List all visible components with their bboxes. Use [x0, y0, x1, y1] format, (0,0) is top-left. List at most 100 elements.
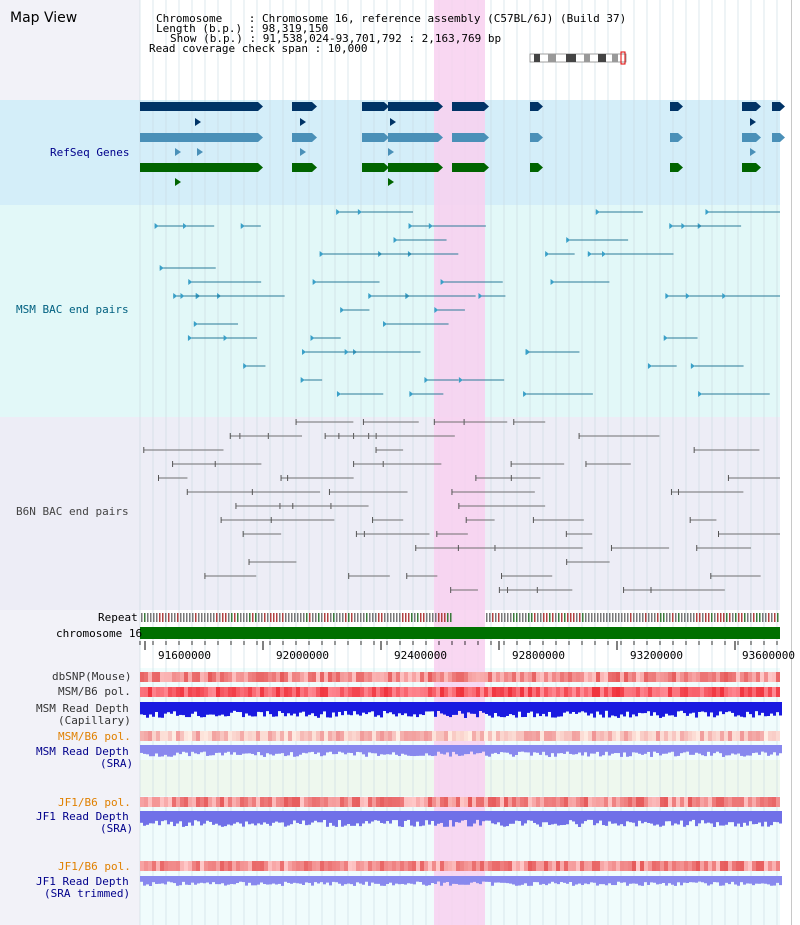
selection-highlight	[434, 0, 485, 925]
jf1-pol-cell	[472, 797, 476, 807]
b6n-bac-end-pairs-label[interactable]: B6N BAC end pairs	[16, 505, 129, 518]
msm-bac-end	[319, 251, 324, 257]
msm-bac-end	[478, 293, 483, 299]
msm-depth-sra-bar	[194, 745, 197, 754]
jf1-pol-trim-cell	[340, 861, 344, 871]
msm-depth-cap-bar	[317, 702, 320, 718]
msm-sra-sublabel: (SRA)	[100, 757, 134, 770]
length-info: Length (b.p.) : 98,319,150	[156, 22, 329, 35]
jf1-pol-trim-cell	[256, 861, 260, 871]
repeat-mark	[630, 613, 632, 622]
msm-pol-cell	[536, 687, 540, 697]
gene-fragment	[750, 118, 756, 126]
msm-depth-cap-bar	[776, 702, 779, 713]
dbsnp-cell	[196, 672, 200, 682]
jf1-pol-trim-cell	[184, 861, 188, 871]
jf1-pol-cell	[364, 797, 368, 807]
msm-depth-sra-bar	[602, 745, 605, 756]
msm-pol-cell	[204, 687, 208, 697]
repeat-mark	[213, 613, 215, 622]
jf1-pol-cell	[548, 797, 552, 807]
jf1-pol-cell	[592, 797, 596, 807]
jf1-depth-trim-bar	[491, 876, 494, 886]
msm-bac-end	[159, 265, 164, 271]
dbsnp-cell	[244, 672, 248, 682]
repeat-mark	[591, 613, 593, 622]
msm-pol-cell	[208, 687, 212, 697]
msm-pol-sra-cell	[576, 731, 580, 741]
dbsnp-cell	[340, 672, 344, 682]
refseq-genes-label[interactable]: RefSeq Genes	[50, 146, 130, 159]
jf1-depth-sra-bar	[737, 811, 740, 824]
jf1-depth-sra-bar	[371, 811, 374, 822]
msm-depth-cap-bar	[164, 702, 167, 714]
msm-pol-sra-cell	[640, 731, 644, 741]
msm-depth-cap-bar	[314, 702, 317, 717]
repeat-mark	[582, 613, 584, 622]
jf1-depth-sra-bar	[203, 811, 206, 824]
jf1-pol-trim-cell	[140, 861, 144, 871]
repeat-mark	[291, 613, 293, 622]
msm-depth-sra-bar	[215, 745, 218, 753]
msm-pol-sra-cell	[760, 731, 764, 741]
msm-pol-sra-cell	[440, 731, 444, 741]
msm-pol-cell	[236, 687, 240, 697]
msm-depth-cap-bar	[362, 702, 365, 713]
msm-pol-cell	[528, 687, 532, 697]
jf1-pol-trim-cell	[496, 861, 500, 871]
msm-depth-sra-bar	[380, 745, 383, 755]
msm-depth-cap-bar	[677, 702, 680, 712]
msm-depth-cap-bar	[260, 702, 263, 713]
trimmed-sublabel: (SRA trimmed)	[44, 887, 131, 900]
msm-depth-sra-bar	[719, 745, 722, 754]
gene-arrow	[438, 163, 443, 172]
msm-depth-sra-bar	[692, 745, 695, 755]
jf1-pol-cell	[720, 797, 724, 807]
msm-depth-sra-bar	[386, 745, 389, 755]
msm-bac-end	[193, 321, 198, 327]
repeat-mark	[141, 613, 143, 622]
jf1-depth-sra-bar	[377, 811, 380, 821]
jf1-depth-trim-bar	[527, 876, 530, 886]
jf1-depth-sra-bar	[596, 811, 599, 824]
gene-block	[530, 102, 538, 111]
jf1-depth-sra-bar	[743, 811, 746, 823]
jf1-depth-trim-bar	[440, 876, 443, 886]
capillary-sublabel: (Capillary)	[58, 714, 131, 727]
msm-depth-sra-bar	[608, 745, 611, 756]
msm-pol-cell	[612, 687, 616, 697]
repeat-mark	[150, 613, 152, 622]
msm-depth-cap-bar	[752, 702, 755, 718]
msm-depth-sra-bar	[530, 745, 533, 756]
jf1-depth-trim-bar	[758, 876, 761, 884]
jf1-depth-sra-bar	[380, 811, 383, 823]
jf1-pol-cell	[224, 797, 228, 807]
msm-depth-sra-bar	[734, 745, 737, 755]
jf1-depth-sra-bar	[281, 811, 284, 823]
jf1-pol-cell	[324, 797, 328, 807]
jf1-pol-trim-cell	[656, 861, 660, 871]
jf1-pol-cell	[488, 797, 492, 807]
jf1-depth-trim-bar	[587, 876, 590, 885]
jf1-depth-sra-bar	[725, 811, 728, 825]
jf1-depth-trim-bar	[434, 876, 437, 885]
dbsnp-cell	[160, 672, 164, 682]
repeat-mark	[378, 613, 380, 622]
jf1-pol-cell	[180, 797, 184, 807]
jf1-pol-cell	[672, 797, 676, 807]
repeat-mark	[651, 613, 653, 622]
jf1-depth-trim-bar	[209, 876, 212, 885]
msm-bac-end-pairs-label[interactable]: MSM BAC end pairs	[16, 303, 129, 316]
jf1-depth-sra-bar	[362, 811, 365, 824]
jf1-pol-trim-cell	[248, 861, 252, 871]
gene-block	[670, 133, 678, 142]
msm-depth-sra-bar	[776, 745, 779, 756]
msm-depth-sra-bar	[272, 745, 275, 756]
msm-depth-sra-bar	[488, 745, 491, 757]
jf1-depth-sra-bar	[470, 811, 473, 827]
jf1-depth-sra-bar	[674, 811, 677, 824]
msm-depth-sra-bar	[317, 745, 320, 753]
msm-bac-end	[357, 209, 362, 215]
dbsnp-cell	[616, 672, 620, 682]
dbsnp-cell	[456, 672, 460, 682]
